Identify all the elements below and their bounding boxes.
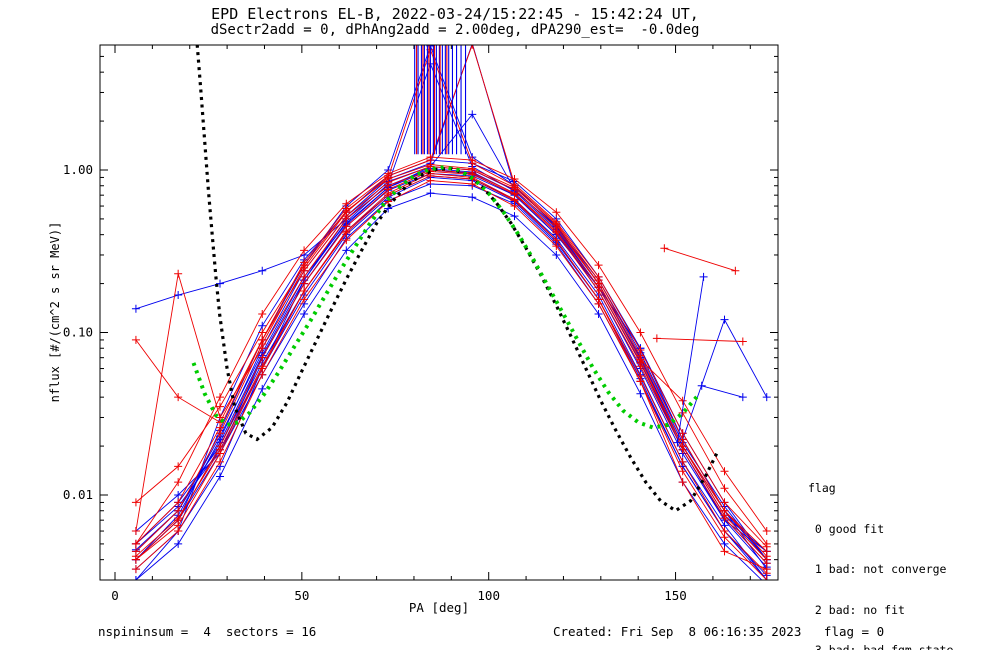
plus-markers (131, 173, 771, 580)
data-series-red (135, 180, 768, 580)
plus-markers (131, 166, 771, 564)
data-series-blue (135, 183, 768, 580)
plot-data-layer (131, 45, 771, 580)
data-series-blue (135, 62, 768, 564)
plus-markers (131, 171, 771, 580)
data-series-red (135, 156, 768, 545)
plot-title-line2: dSectr2add = 0, dPhAng2add = 2.00deg, dP… (210, 22, 700, 38)
plus-markers (131, 153, 771, 548)
legend-line-flag: flag (808, 481, 836, 495)
data-series-red (135, 164, 768, 552)
plus-markers (131, 162, 771, 536)
data-segment-blue (701, 385, 743, 398)
plus-markers (131, 164, 771, 574)
plus-markers (131, 45, 771, 551)
data-series-blue (135, 169, 767, 552)
plus-markers (131, 176, 771, 580)
data-series-red (135, 45, 768, 548)
plus-markers (131, 162, 771, 564)
legend-line-good-fit: 0 good fit (808, 521, 885, 536)
x-tick-label: 0 (111, 588, 119, 603)
x-tick-label: 150 (664, 588, 687, 603)
data-series-blue (135, 173, 768, 561)
flag-legend: flag 0 good fit 1 bad: not converge 2 ba… (808, 455, 967, 650)
black-fit-curve (195, 45, 719, 513)
plus-markers (673, 272, 708, 447)
legend-line-no-fit: 2 bad: no fit (808, 602, 905, 617)
plot-title-line1: EPD Electrons EL-B, 2022-03-24/15:22:45 … (211, 5, 699, 23)
footer-left: nspininsum = 4 sectors = 16 (98, 624, 317, 639)
x-axis-label: PA [deg] (408, 600, 470, 615)
plus-markers (131, 45, 771, 561)
data-series-blue (135, 45, 768, 570)
data-series-red (135, 170, 768, 564)
plus-markers (131, 156, 771, 580)
plus-markers (131, 45, 771, 574)
legend-line-bad-fgm: 3 bad: bad fgm state (808, 643, 954, 650)
data-segment-blue (676, 276, 705, 443)
y-tick-label: 1.00 (63, 162, 93, 177)
data-series-red (135, 166, 768, 532)
data-series-blue (135, 192, 763, 580)
plus-markers (131, 160, 771, 556)
data-series-blue (135, 159, 768, 580)
x-tick-label: 50 (294, 588, 309, 603)
data-segment-red (656, 337, 743, 342)
data-series-blue (135, 166, 768, 560)
plus-markers (131, 45, 771, 564)
data-series-blue (135, 175, 768, 580)
plus-markers (131, 189, 729, 580)
legend-line-not-converge: 1 bad: not converge (808, 562, 947, 576)
data-series-red (135, 48, 768, 557)
data-series-blue (135, 45, 768, 561)
data-series-red (135, 175, 768, 574)
plus-markers (660, 244, 740, 275)
plus-markers (131, 110, 771, 572)
footer-right: Created: Fri Sep 8 06:16:35 2023 flag = … (553, 624, 885, 639)
y-tick-label: 0.01 (63, 487, 93, 502)
data-series-red (135, 169, 768, 561)
plus-markers (697, 381, 747, 402)
y-axis-label: nflux [#/(cm^2 s sr MeV)] (48, 221, 62, 403)
green-fit-curve (191, 165, 700, 430)
plus-markers (131, 166, 771, 556)
data-series-blue (135, 176, 768, 576)
y-tick-label: 0.10 (63, 325, 93, 340)
plus-markers (652, 334, 747, 346)
axis-ticks (100, 45, 778, 580)
plus-markers (131, 59, 771, 568)
data-series-red (135, 173, 767, 570)
plot-frame (99, 44, 779, 581)
x-tick-label: 100 (477, 588, 500, 603)
plus-markers (131, 169, 771, 574)
data-segment-red (664, 247, 736, 272)
